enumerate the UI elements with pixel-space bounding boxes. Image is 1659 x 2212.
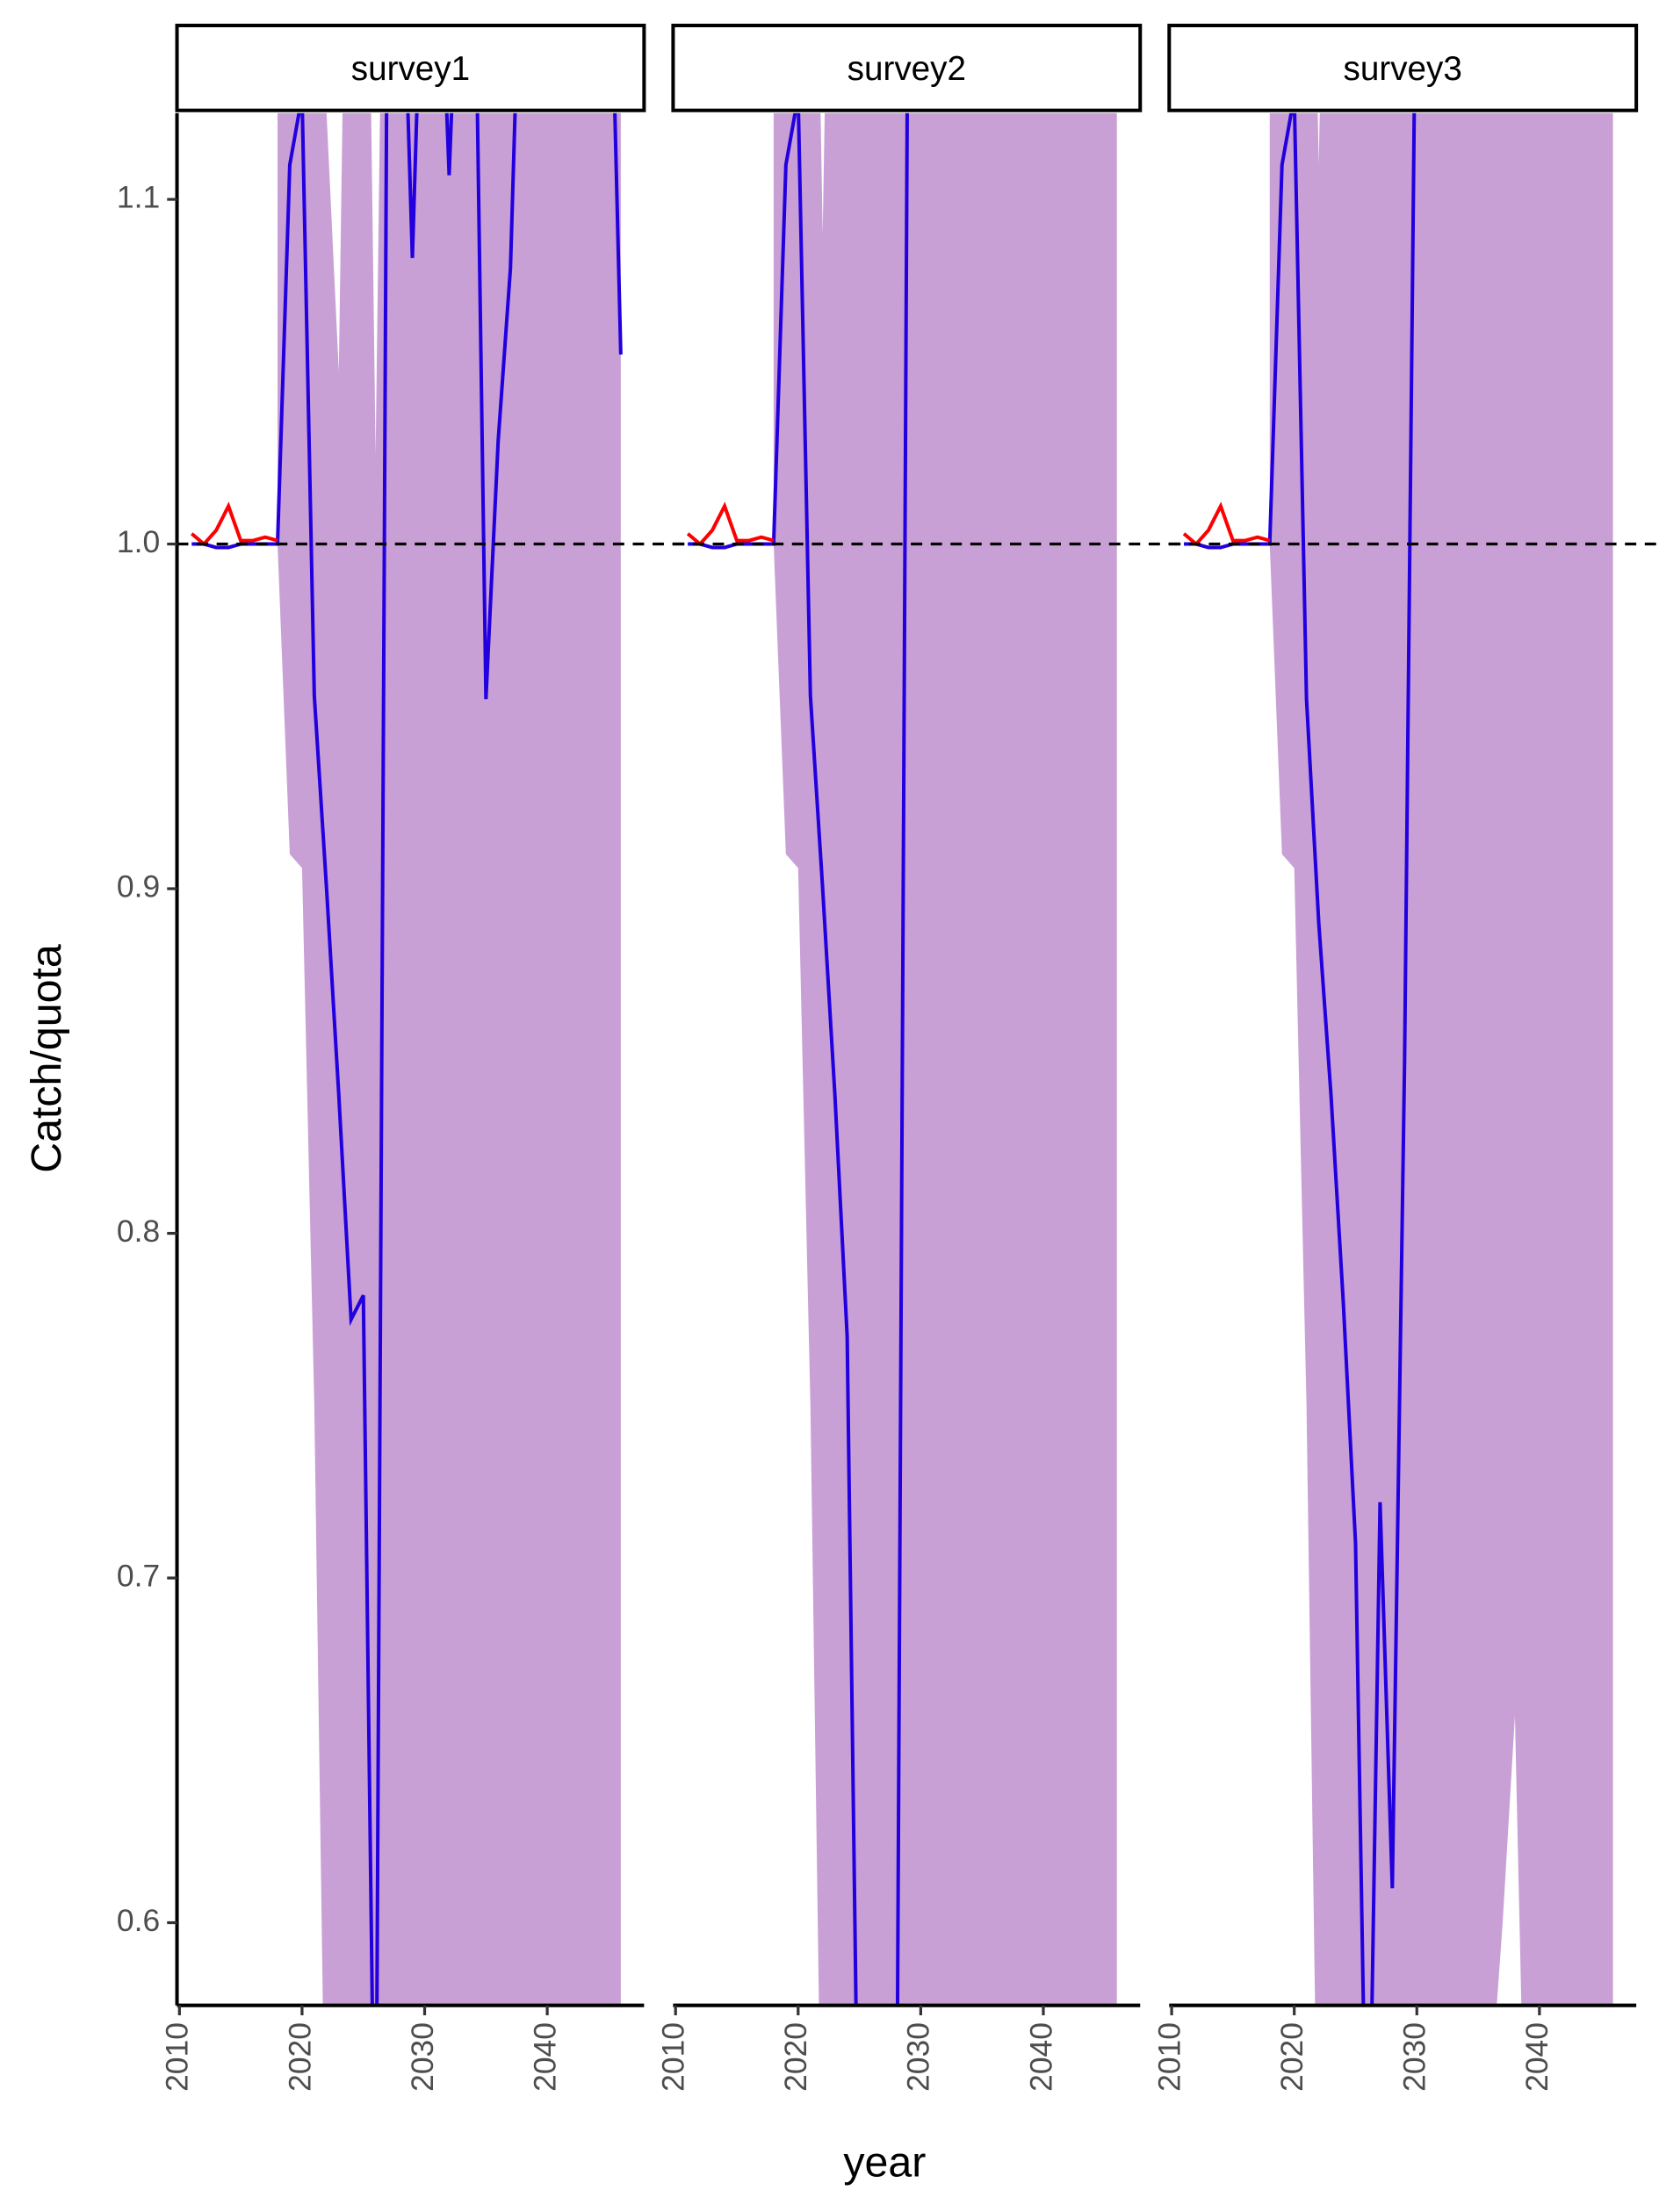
y-tick-label: 0.9 [117, 868, 160, 904]
series-line [686, 501, 775, 547]
x-tick-label: 2020 [282, 2022, 317, 2092]
panel [190, 112, 623, 2006]
y-tick-label: 0.7 [117, 1558, 160, 1593]
panel [686, 112, 1117, 2006]
facet-strip [1167, 23, 1639, 112]
series-line [190, 501, 278, 547]
y-tick-label: 0.6 [117, 1903, 160, 1938]
facet-strip [175, 23, 646, 112]
x-tick-label: 2040 [527, 2022, 562, 2092]
ribbon [773, 112, 1117, 2006]
x-tick-label: 2020 [1274, 2022, 1309, 2092]
series-line [1182, 501, 1271, 547]
facet-title: survey1 [351, 50, 470, 88]
ribbon [277, 112, 621, 2006]
x-tick-label: 2040 [1519, 2022, 1554, 2092]
ribbon [1269, 112, 1613, 2006]
y-tick-label: 0.8 [117, 1214, 160, 1249]
x-tick-label: 2010 [1151, 2022, 1187, 2092]
x-tick-label: 2010 [656, 2022, 691, 2092]
panel [1182, 112, 1613, 2006]
x-tick-label: 2010 [160, 2022, 195, 2092]
x-tick-label: 2030 [1397, 2022, 1432, 2092]
x-tick-label: 2030 [405, 2022, 440, 2092]
facet-title: survey2 [848, 50, 966, 88]
x-tick-label: 2040 [1023, 2022, 1058, 2092]
x-tick-label: 2020 [778, 2022, 813, 2092]
facet-title: survey3 [1344, 50, 1462, 88]
y-tick-label: 1.1 [117, 179, 160, 214]
x-axis-label: year [843, 2139, 926, 2187]
y-tick-label: 1.0 [117, 524, 160, 559]
x-tick-label: 2030 [901, 2022, 936, 2092]
y-axis-label: Catch/quota [23, 944, 70, 1173]
facet-strip [671, 23, 1143, 112]
